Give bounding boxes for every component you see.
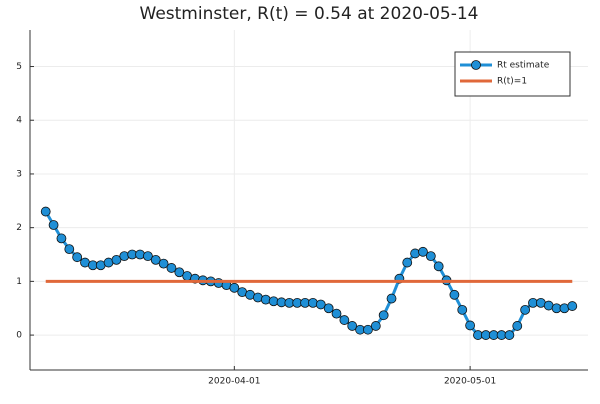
point [370, 321, 381, 331]
chart-title: Westminster, R(t) = 0.54 at 2020-05-14 [140, 4, 479, 24]
point [402, 257, 413, 268]
point [56, 233, 67, 244]
x-tick-label: 2020-05-01 [444, 377, 496, 387]
point [449, 289, 460, 300]
point [315, 299, 326, 310]
x-tick-label: 2020-04-01 [208, 377, 260, 387]
point [166, 263, 177, 273]
point [339, 315, 350, 325]
legend-label: R(t)=1 [497, 77, 527, 87]
point [504, 330, 515, 340]
point [72, 252, 83, 263]
legend-box [454, 51, 571, 97]
point [378, 310, 389, 321]
point [386, 293, 397, 304]
point [150, 254, 161, 265]
point [64, 244, 75, 255]
point [323, 303, 334, 314]
point [457, 304, 468, 315]
y-tick-label: 2 [16, 223, 22, 233]
point [158, 258, 169, 269]
point [347, 321, 358, 331]
point [512, 321, 523, 331]
y-tick-label: 5 [16, 62, 22, 72]
point [520, 304, 531, 315]
point [363, 324, 373, 335]
point [119, 251, 130, 262]
y-tick-label: 4 [16, 116, 22, 126]
point [425, 251, 436, 262]
point [567, 301, 578, 311]
y-tick-label: 1 [16, 277, 22, 287]
point [331, 308, 342, 319]
point [111, 254, 122, 265]
point [410, 248, 420, 259]
point [40, 206, 51, 217]
point [260, 294, 271, 305]
legend-marker [471, 60, 481, 70]
point [229, 282, 240, 293]
point [135, 249, 145, 260]
series-line [44, 210, 573, 337]
point [142, 251, 153, 262]
legend-label: Rt estimate [497, 61, 550, 71]
point [48, 220, 59, 230]
point [308, 297, 318, 308]
point [433, 261, 444, 272]
point [418, 246, 428, 257]
point [174, 267, 185, 278]
y-tick-label: 3 [16, 169, 22, 179]
y-tick-label: 0 [16, 331, 22, 341]
point [465, 320, 476, 331]
